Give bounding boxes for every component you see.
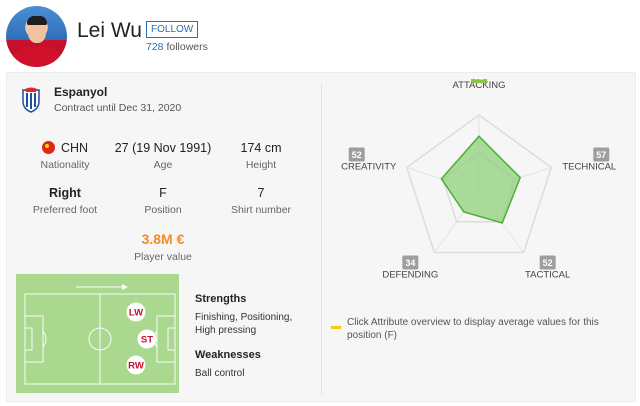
foot-label: Preferred foot	[32, 204, 98, 216]
stat-nationality: CHN Nationality	[10, 141, 120, 171]
china-flag-icon	[41, 141, 55, 154]
position-marker-st: ST	[137, 329, 157, 349]
radar-label-tactical[interactable]: TACTICAL	[525, 269, 570, 280]
radar-grid-0	[405, 114, 553, 254]
nationality-value: CHN	[60, 141, 89, 155]
weaknesses-title: Weaknesses	[195, 349, 261, 361]
follow-button[interactable]: FOLLOW	[146, 21, 199, 38]
radar-score-tactical: 52	[543, 258, 553, 268]
stat-position: F Position	[108, 186, 218, 216]
player-avatar	[6, 6, 67, 67]
stat-foot: Right Preferred foot	[10, 186, 120, 216]
position-label-lw: LW	[129, 308, 143, 319]
radar-score-creativity: 52	[352, 150, 362, 160]
club-name[interactable]: Espanyol	[54, 85, 108, 99]
player-header: Lei Wu FOLLOW 728 followers	[0, 0, 640, 72]
nationality-label: Nationality	[40, 159, 90, 171]
attribute-radar-chart[interactable]: ATTACKING72TECHNICAL57TACTICAL52DEFENDIN…	[329, 79, 629, 309]
shirt-value: 7	[257, 186, 265, 200]
market-value-label: Player value	[134, 251, 192, 263]
stat-height: 174 cm Height	[206, 141, 316, 171]
age-label: Age	[153, 159, 173, 171]
stat-age: 27 (19 Nov 1991) Age	[108, 141, 218, 171]
position-marker-lw: LW	[126, 302, 146, 322]
radar-value-shape	[440, 135, 522, 224]
weaknesses-list: Ball control	[195, 368, 245, 379]
player-info-panel: Espanyol Contract until Dec 31, 2020 CHN…	[6, 72, 636, 402]
followers-number[interactable]: 728	[146, 41, 164, 53]
radar-score-box-defending	[402, 255, 419, 270]
panel-divider	[321, 83, 322, 395]
position-label: Position	[144, 204, 182, 216]
position-label-st: ST	[141, 335, 153, 346]
followers-count[interactable]: 728 followers	[146, 41, 208, 53]
strengths-title: Strengths	[195, 293, 247, 305]
radar-label-creativity[interactable]: CREATIVITY	[341, 162, 397, 173]
radar-score-technical: 57	[596, 150, 606, 160]
stat-shirt: 7 Shirt number	[206, 186, 316, 216]
market-value: 3.8M €	[141, 231, 185, 247]
legend-swatch	[331, 326, 341, 329]
player-name: Lei Wu	[77, 19, 142, 42]
position-pitch: LW ST RW	[16, 274, 179, 393]
radar-label-attacking[interactable]: ATTACKING	[453, 80, 506, 91]
position-label-rw: RW	[128, 361, 144, 372]
shirt-label: Shirt number	[230, 204, 292, 216]
radar-score-attacking: 72	[474, 79, 484, 82]
followers-label: followers	[166, 41, 208, 53]
radar-score-box-technical	[593, 147, 610, 162]
strengths-list: Finishing, Positioning, High pressing	[195, 312, 293, 336]
position-marker-rw: RW	[126, 355, 146, 375]
foot-value: Right	[49, 186, 81, 200]
radar-score-box-attacking	[471, 79, 487, 83]
attribute-legend-text: Click Attribute overview to display aver…	[347, 317, 599, 341]
radar-score-defending: 34	[405, 258, 415, 268]
radar-score-box-creativity	[348, 147, 365, 162]
height-label: Height	[245, 159, 277, 171]
stat-market-value: 3.8M € Player value	[108, 231, 218, 263]
position-value: F	[159, 186, 167, 200]
radar-label-defending[interactable]: DEFENDING	[382, 269, 438, 280]
radar-label-technical[interactable]: TECHNICAL	[562, 162, 616, 173]
radar-score-box-tactical	[539, 255, 556, 270]
height-value: 174 cm	[240, 141, 282, 155]
age-value: 27 (19 Nov 1991)	[114, 141, 212, 155]
espanyol-crest-icon[interactable]	[21, 87, 41, 113]
contract-expiry: Contract until Dec 31, 2020	[54, 102, 182, 114]
